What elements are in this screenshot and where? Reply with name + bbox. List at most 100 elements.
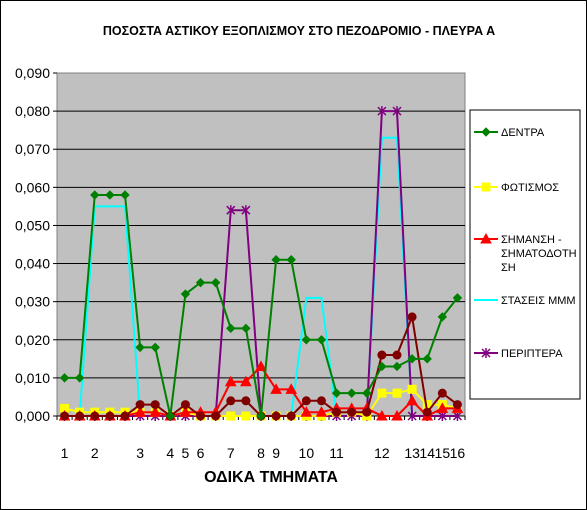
data-point: [392, 388, 402, 398]
data-point: [120, 411, 130, 421]
series-line: [59, 190, 463, 421]
x-tick-label: 3: [136, 445, 144, 461]
data-point: [150, 342, 160, 353]
data-point: [150, 400, 160, 410]
data-point: [180, 289, 191, 299]
data-point: [422, 354, 432, 364]
data-point: [60, 411, 70, 421]
data-point: [392, 361, 402, 372]
data-point: [180, 400, 190, 410]
y-tick-label: 0,000: [15, 408, 50, 424]
data-point: [436, 402, 449, 413]
legend-label: ΣΗΜΑΝΣΗ -: [501, 234, 562, 246]
data-point: [346, 388, 357, 398]
data-point: [105, 190, 115, 200]
data-point: [211, 411, 221, 421]
data-point: [241, 323, 251, 334]
data-point: [135, 342, 145, 353]
y-tick-label: 0,080: [15, 103, 50, 119]
x-tick-label: 8: [257, 445, 265, 461]
data-point: [362, 388, 372, 398]
data-point: [179, 406, 192, 417]
legend-label: ΣΗ: [501, 262, 516, 274]
legend-item: ΔΕΝΤΡΑ: [474, 127, 545, 139]
data-point: [165, 411, 176, 421]
data-point: [331, 388, 342, 398]
data-point: [376, 409, 388, 421]
y-tick-label: 0,010: [15, 370, 50, 386]
data-point: [271, 255, 281, 265]
x-tick-label: 1: [61, 445, 69, 461]
data-point: [391, 409, 403, 421]
data-point: [240, 375, 252, 387]
y-axis-ticks: 0,000 0,010 0,020 0,030 0,040 0,050 0,060 0,070…: [15, 65, 57, 424]
x-tick-label: 5: [182, 445, 190, 461]
data-point: [377, 388, 387, 398]
data-point: [195, 277, 206, 288]
legend-label: ΣΗΜΑΤΟΔΟΤΗ: [501, 248, 577, 260]
data-point: [301, 335, 312, 345]
data-point: [105, 411, 115, 421]
y-tick-label: 0,040: [15, 256, 50, 272]
legend-label: ΦΩΤΙΣΜΟΣ: [501, 182, 559, 194]
data-point: [226, 205, 236, 216]
data-point: [285, 383, 298, 394]
data-point: [301, 396, 311, 406]
data-point: [59, 373, 70, 383]
data-point: [135, 400, 145, 410]
data-point: [241, 411, 251, 421]
x-tick-label: 4: [166, 445, 174, 461]
data-point: [407, 312, 417, 322]
data-point: [406, 394, 418, 406]
x-tick-label: 11: [329, 445, 344, 461]
data-point: [226, 396, 236, 406]
data-point: [255, 360, 267, 371]
data-point: [90, 411, 100, 421]
data-point: [407, 384, 417, 394]
data-point: [377, 106, 387, 117]
data-point: [149, 406, 162, 417]
legend-label: ΠΕΡΙΠΤΕΡΑ: [501, 348, 563, 360]
y-tick-label: 0,030: [15, 294, 50, 310]
data-point: [392, 106, 402, 117]
series-layer: [58, 106, 464, 421]
data-point: [347, 407, 357, 417]
data-point: [75, 411, 85, 421]
data-point: [316, 396, 326, 406]
data-point: [286, 411, 296, 421]
x-tick-label: 15: [435, 445, 451, 461]
data-point: [241, 396, 251, 406]
x-tick-label: 2: [91, 445, 99, 461]
data-point: [377, 361, 387, 372]
legend-item: ΣΗΜΑΝΣΗ - ΣΗΜΑΤΟΔΟΤΗ ΣΗ: [474, 232, 577, 274]
data-point: [286, 255, 296, 265]
data-point: [270, 383, 282, 394]
data-point: [407, 411, 417, 421]
data-point: [90, 190, 100, 200]
data-point: [210, 277, 221, 288]
data-point: [315, 406, 328, 417]
x-tick-label: 13: [404, 445, 420, 461]
data-point: [422, 407, 432, 417]
data-point: [362, 407, 372, 417]
legend-label: ΣΤΑΣΕΙΣ ΜΜΜ: [501, 295, 576, 307]
y-tick-label: 0,060: [15, 179, 50, 195]
legend-item: ΣΤΑΣΕΙΣ ΜΜΜ: [474, 295, 576, 307]
data-point: [452, 293, 463, 303]
data-point: [224, 375, 237, 387]
y-tick-label: 0,070: [15, 141, 50, 157]
data-point: [271, 411, 281, 421]
x-tick-label: 6: [197, 445, 205, 461]
data-point: [74, 373, 85, 383]
data-point: [481, 127, 491, 137]
data-point: [480, 232, 492, 244]
data-point: [316, 335, 327, 345]
data-point: [226, 411, 236, 421]
data-point: [437, 312, 448, 322]
data-point: [481, 348, 491, 358]
data-point: [226, 323, 236, 334]
data-point: [481, 182, 491, 192]
x-tick-label: 14: [419, 445, 435, 461]
data-point: [377, 350, 387, 360]
